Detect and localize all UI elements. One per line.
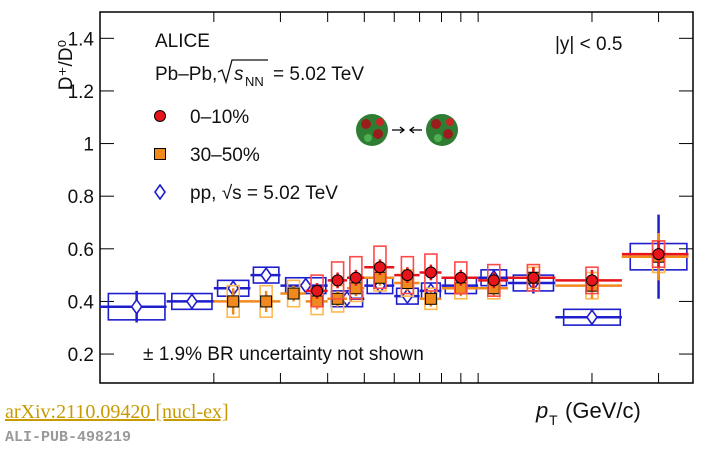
data-point [487,274,500,287]
y-tick-label: 0.8 [68,187,94,208]
sqrt-sign [217,59,268,85]
rapidity-label: |y| < 0.5 [555,34,622,55]
data-point [287,287,300,300]
x-axis-subscript: T [549,412,558,428]
experiment-label: ALICE [155,31,210,52]
y-tick-label: 0.2 [68,345,94,366]
y-axis-label: D⁺/D⁰ [56,40,77,90]
publication-id: ALI-PUB-498219 [5,429,131,446]
legend-label: pp, √s = 5.02 TeV [190,183,338,204]
y-tick-label: 1.2 [68,82,94,103]
data-point [454,271,467,284]
y-tick-label: 0.4 [68,292,95,313]
data-point [260,295,273,308]
energy-symbol: s [234,64,244,85]
data-point [349,271,362,284]
legend-marker [154,183,166,201]
data-point [260,266,273,284]
y-tick-label: 0.6 [68,240,94,261]
legend-label: 0–10% [190,107,249,128]
energy-label: = 5.02 TeV [273,64,364,85]
legend-marker [154,148,166,160]
legend-marker [154,110,166,122]
data-point [424,266,437,279]
note: ± 1.9% BR uncertainty not shown [143,344,424,365]
x-axis-symbol: p [535,398,548,423]
data-point [585,274,598,287]
data-point [424,292,437,305]
data-point [527,271,540,284]
legend-label: 30–50% [190,145,260,166]
x-axis-unit: (GeV/c) [565,398,641,423]
nuclei-icon [356,114,458,146]
plot-frame [99,11,694,384]
data-point [130,298,143,316]
y-tick-label: 1 [83,135,94,156]
energy-subscript: NN [245,74,264,89]
data-point [401,269,414,282]
data-point [299,277,312,295]
data-point [585,308,598,326]
data-point [331,274,344,287]
collision-label: Pb–Pb, [155,64,217,85]
data-point [227,295,240,308]
y-tick-label: 1.4 [68,29,95,50]
data-point [311,284,324,297]
arxiv-link[interactable]: arXiv:2110.09420 [nucl-ex] [5,401,229,423]
data-point [373,261,386,274]
data-point [185,293,198,310]
data-point [652,248,665,261]
